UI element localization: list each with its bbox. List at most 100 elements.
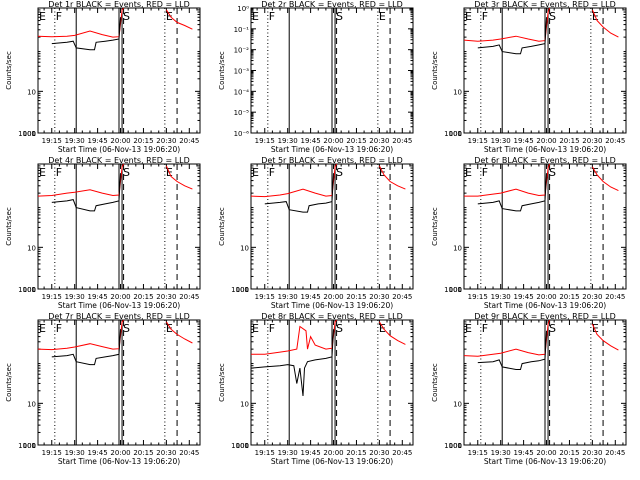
y-tick-label: 10⁻¹	[234, 26, 250, 34]
x-tick-label: 20:15	[559, 293, 579, 301]
events-series-line	[477, 173, 547, 212]
chart-title: Det 8r BLACK = Events, RED = LLD	[261, 312, 403, 321]
x-tick-label: 19:15	[255, 449, 275, 457]
x-tick-label: 20:45	[392, 293, 412, 301]
x-tick-label: 20:45	[392, 137, 412, 145]
x-tick-label: 20:15	[559, 449, 579, 457]
x-axis-label: Start Time (06-Nov-13 19:06:20)	[271, 457, 393, 466]
x-tick-label: 19:45	[88, 449, 108, 457]
x-tick-label: 20:00	[110, 449, 130, 457]
event-marker-label: S	[123, 166, 130, 179]
y-axis-label: Counts/sec	[218, 207, 226, 246]
lld-series-line	[165, 165, 193, 190]
event-marker-label: E	[166, 10, 173, 23]
y-tick-label: 100	[23, 130, 36, 138]
lld-series-line	[250, 163, 338, 198]
lld-series-line	[37, 163, 125, 197]
x-tick-label: 20:30	[582, 449, 602, 457]
x-tick-label: 19:45	[514, 449, 534, 457]
x-tick-label: 20:00	[110, 293, 130, 301]
x-tick-label: 19:15	[255, 293, 275, 301]
events-series-line	[264, 173, 334, 213]
y-tick-label: 10	[453, 400, 462, 408]
event-marker-label: F	[482, 322, 488, 335]
y-axis-label: Counts/sec	[5, 51, 13, 90]
chart-panel: Det 4r BLACK = Events, RED = LLD 1 10 10010…	[5, 156, 201, 310]
lld-series-line	[591, 166, 619, 192]
chart-title: Det 7r BLACK = Events, RED = LLD	[48, 312, 190, 321]
x-axis-label: Start Time (06-Nov-13 19:06:20)	[271, 145, 393, 154]
event-marker-label: E	[379, 10, 386, 23]
events-series-line	[51, 17, 121, 51]
y-tick-label: 10⁻³	[234, 68, 250, 76]
x-tick-label: 20:45	[179, 293, 199, 301]
events-series-line	[250, 329, 334, 397]
lld-series-line	[37, 7, 124, 38]
y-tick-label: 1000	[231, 286, 249, 294]
event-marker-label: S	[123, 10, 130, 23]
lld-series-line	[591, 323, 619, 351]
event-marker-label: F	[269, 10, 275, 23]
y-tick-label: 100	[23, 286, 36, 294]
y-tick-label: 100	[449, 286, 462, 294]
events-series-line	[477, 17, 547, 55]
x-tick-label: 19:30	[278, 449, 298, 457]
y-tick-label: 1	[458, 286, 462, 294]
y-tick-label: 1	[245, 442, 249, 450]
y-tick-label: 10⁻⁴	[234, 88, 250, 96]
events-series-line	[51, 329, 121, 366]
x-tick-label: 20:30	[156, 137, 176, 145]
chart-title: Det 2r BLACK = Events, RED = LLD	[261, 0, 403, 9]
x-axis-label: Start Time (06-Nov-13 19:06:20)	[484, 301, 606, 310]
chart-title: Det 4r BLACK = Events, RED = LLD	[48, 156, 190, 165]
event-marker-label: S	[123, 322, 130, 335]
y-axis-label: Counts/sec	[218, 51, 226, 90]
lld-series-line	[251, 319, 337, 355]
y-tick-label: 10⁻²	[234, 47, 250, 55]
lld-series-line	[591, 9, 619, 38]
x-tick-label: 20:45	[605, 449, 625, 457]
event-marker-label: E	[252, 166, 259, 179]
x-axis-label: Start Time (06-Nov-13 19:06:20)	[271, 301, 393, 310]
x-tick-label: 19:30	[65, 137, 85, 145]
y-tick-label: 10	[453, 244, 462, 252]
x-tick-label: 20:30	[369, 449, 389, 457]
lld-series-line	[378, 321, 406, 345]
x-tick-label: 19:45	[514, 137, 534, 145]
x-tick-label: 19:45	[301, 293, 321, 301]
y-tick-label: 1000	[18, 442, 36, 450]
x-tick-label: 19:15	[468, 293, 488, 301]
event-marker-label: E	[252, 10, 259, 23]
x-tick-label: 19:30	[65, 449, 85, 457]
y-tick-label: 1	[32, 130, 36, 138]
event-marker-label: S	[549, 166, 556, 179]
x-tick-label: 20:30	[582, 137, 602, 145]
x-tick-label: 20:30	[582, 293, 602, 301]
y-axis-label: Counts/sec	[218, 363, 226, 402]
x-tick-label: 19:15	[255, 137, 275, 145]
chart-panel: Det 9r BLACK = Events, RED = LLD 1 10 10010…	[431, 312, 627, 466]
event-marker-label: F	[482, 166, 488, 179]
chart-title: Det 1r BLACK = Events, RED = LLD	[48, 0, 190, 9]
x-tick-label: 19:30	[491, 137, 511, 145]
y-axis-label: Counts/sec	[431, 207, 439, 246]
y-tick-label: 1	[458, 130, 462, 138]
x-tick-label: 19:45	[514, 293, 534, 301]
x-tick-label: 20:15	[346, 137, 366, 145]
y-tick-label: 1	[245, 286, 249, 294]
lld-series-line	[165, 9, 193, 30]
y-tick-label: 1000	[231, 442, 249, 450]
x-tick-label: 20:15	[559, 137, 579, 145]
x-tick-label: 20:15	[133, 449, 153, 457]
x-tick-label: 20:30	[369, 293, 389, 301]
lld-series-line	[37, 319, 124, 351]
event-marker-label: S	[336, 10, 343, 23]
chart-panel: Det 5r BLACK = Events, RED = LLD 1 10 10010…	[218, 156, 414, 310]
x-tick-label: 20:45	[392, 449, 412, 457]
chart-panel: Det 1r BLACK = Events, RED = LLD 1 10 10010…	[5, 0, 201, 154]
y-tick-label: 10	[27, 88, 36, 96]
x-tick-label: 19:30	[278, 293, 298, 301]
y-tick-label: 10⁻⁵	[234, 109, 250, 117]
event-marker-label: S	[336, 166, 343, 179]
